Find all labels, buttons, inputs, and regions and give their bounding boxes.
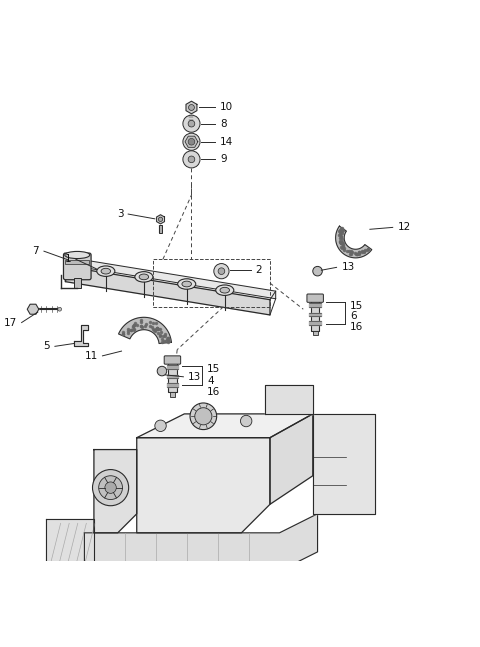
Text: 11: 11 [84,351,98,361]
Circle shape [240,415,252,427]
Circle shape [183,151,200,168]
Polygon shape [185,136,198,148]
Polygon shape [137,437,270,533]
Bar [154,259,270,307]
Ellipse shape [139,274,149,280]
Ellipse shape [101,269,110,274]
Bar [312,331,318,335]
Circle shape [58,307,61,311]
Circle shape [188,138,195,145]
Circle shape [99,476,122,499]
Polygon shape [84,514,318,571]
Bar [168,356,177,393]
Circle shape [157,366,167,376]
Text: 1: 1 [64,254,71,264]
Circle shape [155,420,166,432]
Text: 13: 13 [341,262,355,272]
Circle shape [313,267,322,276]
Polygon shape [27,304,39,314]
Polygon shape [65,267,270,315]
FancyBboxPatch shape [307,294,324,302]
Circle shape [195,408,212,425]
Text: 3: 3 [117,209,123,219]
Polygon shape [265,386,313,414]
Text: 13: 13 [188,372,202,382]
Circle shape [93,470,129,506]
Bar [311,295,320,331]
Polygon shape [137,414,313,437]
Polygon shape [313,414,374,514]
Ellipse shape [216,285,234,296]
Text: 2: 2 [256,265,262,275]
Circle shape [189,105,194,111]
Circle shape [105,482,116,494]
Bar [159,225,162,233]
Circle shape [214,263,229,279]
Text: 16: 16 [207,388,220,397]
Circle shape [218,268,225,274]
Ellipse shape [220,287,229,293]
Text: 6: 6 [350,311,357,321]
Bar [170,393,175,397]
Text: 16: 16 [350,322,363,332]
FancyBboxPatch shape [164,356,180,364]
Ellipse shape [178,279,196,289]
Circle shape [158,217,163,221]
Polygon shape [156,215,165,224]
Polygon shape [336,226,372,258]
Polygon shape [270,414,313,504]
Polygon shape [186,101,197,114]
Circle shape [190,403,216,430]
Bar [190,115,193,127]
Bar [74,278,81,289]
Circle shape [183,115,200,132]
Text: 15: 15 [350,301,363,311]
Polygon shape [74,325,88,345]
Ellipse shape [182,281,192,287]
Text: 10: 10 [220,102,233,112]
Polygon shape [71,258,276,299]
Text: 14: 14 [220,137,233,147]
Ellipse shape [97,266,115,276]
Text: 5: 5 [44,342,50,351]
Text: 12: 12 [397,223,411,232]
Polygon shape [119,317,171,344]
Bar [65,260,89,264]
Ellipse shape [135,272,153,282]
Polygon shape [47,518,94,566]
FancyBboxPatch shape [63,253,91,280]
Polygon shape [94,450,137,533]
Ellipse shape [65,252,90,259]
Text: 9: 9 [220,155,227,164]
Circle shape [188,156,195,162]
Circle shape [183,133,200,150]
Text: 15: 15 [207,364,220,374]
Text: 4: 4 [207,376,214,386]
Circle shape [188,120,195,127]
Text: 8: 8 [220,118,227,129]
Text: 7: 7 [33,246,39,256]
Text: 17: 17 [4,318,17,327]
